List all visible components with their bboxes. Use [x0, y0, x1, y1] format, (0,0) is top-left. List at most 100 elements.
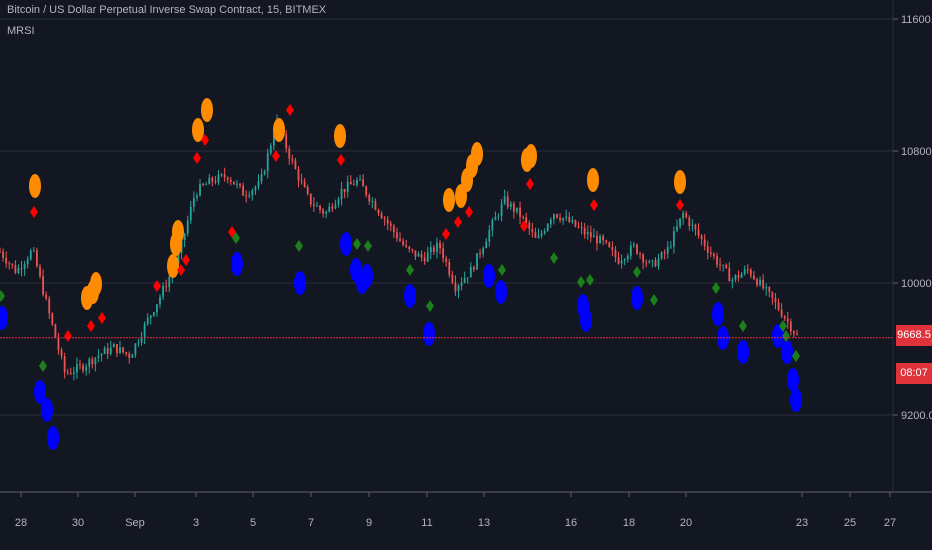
- candle-body: [76, 364, 78, 373]
- blue-circle-marker: [404, 284, 416, 308]
- candle-body: [669, 246, 672, 248]
- candle-body: [451, 274, 454, 283]
- candle-body: [722, 264, 725, 266]
- candle-body: [743, 269, 746, 274]
- orange-circle-marker: [192, 118, 204, 142]
- candle-body: [512, 203, 515, 212]
- candle-body: [500, 203, 503, 216]
- candle-body: [116, 344, 118, 354]
- chart-title: Bitcoin / US Dollar Perpetual Inverse Sw…: [7, 4, 327, 16]
- candle-body: [2, 251, 4, 258]
- candle-body: [534, 232, 537, 238]
- candle-body: [488, 230, 491, 242]
- time-tick-label: 20: [680, 517, 692, 529]
- red-diamond-marker: [286, 104, 294, 116]
- candle-body: [793, 331, 795, 334]
- candle-body: [673, 230, 675, 247]
- candle-body: [549, 219, 552, 225]
- candle-body: [645, 262, 648, 264]
- grid-lines: [0, 18, 893, 416]
- red-diamond-marker: [87, 320, 95, 332]
- candle-body: [57, 337, 60, 350]
- candle-body: [694, 224, 697, 230]
- candle-body: [620, 260, 623, 264]
- red-diamond-marker: [30, 206, 38, 218]
- candle-body: [676, 226, 678, 231]
- candle-body: [69, 373, 72, 375]
- candle-body: [8, 263, 11, 265]
- blue-circle-marker: [423, 322, 435, 346]
- candle-body: [642, 254, 645, 263]
- candle-body: [186, 220, 189, 234]
- candle-body: [300, 180, 303, 182]
- candle-body: [322, 209, 325, 214]
- green-diamond-marker: [232, 232, 240, 244]
- time-tick-label: 9: [366, 517, 372, 529]
- candle-body: [217, 174, 220, 183]
- orange-circle-marker: [273, 118, 285, 142]
- candle-body: [786, 318, 789, 322]
- candle-body: [189, 206, 192, 221]
- candle-body: [165, 286, 168, 288]
- candle-body: [713, 253, 715, 257]
- candle-body: [100, 353, 103, 356]
- candle-body: [783, 316, 786, 319]
- red-diamond-marker: [177, 264, 185, 276]
- candle-body: [14, 265, 17, 274]
- blue-circle-marker: [787, 368, 799, 392]
- candle-body: [229, 179, 232, 182]
- price-axis[interactable]: 11600.0 10800.0 10000.0 9200.0: [893, 14, 932, 422]
- candle-body: [371, 200, 374, 202]
- red-diamond-marker: [201, 134, 209, 146]
- candle-body: [346, 181, 349, 193]
- candle-body: [11, 263, 14, 266]
- candle-body: [337, 199, 340, 205]
- candle-body: [789, 321, 792, 332]
- red-diamond-marker: [337, 154, 345, 166]
- candle-body: [762, 279, 765, 289]
- candle-body: [506, 196, 509, 207]
- candle-body: [457, 285, 460, 292]
- countdown-label: 08:07: [896, 363, 932, 384]
- candle-body: [263, 171, 266, 175]
- candle-body: [0, 251, 1, 253]
- candle-body: [362, 179, 365, 187]
- candle-body: [556, 214, 558, 218]
- candle-body: [109, 347, 112, 354]
- time-axis[interactable]: 28 30 Sep 3 5 7 9 11 13 16 18 20 23 25 27: [15, 492, 896, 529]
- candle-body: [417, 253, 420, 257]
- blue-circle-marker: [483, 264, 495, 288]
- orange-circle-marker: [29, 174, 41, 198]
- candle-body: [374, 200, 377, 210]
- candle-body: [103, 348, 106, 354]
- red-diamond-marker: [454, 216, 462, 228]
- candle-body: [737, 275, 740, 278]
- candle-body: [408, 246, 411, 250]
- candle-body: [51, 313, 54, 325]
- candle-body: [700, 235, 703, 240]
- signal-markers: [0, 98, 802, 450]
- blue-circle-marker: [781, 340, 793, 364]
- time-tick-label: 5: [250, 517, 256, 529]
- indicator-label[interactable]: MRSI: [7, 25, 35, 37]
- candle-body: [599, 236, 601, 244]
- candle-body: [509, 203, 512, 207]
- candle-body: [679, 218, 681, 227]
- time-tick-label: 18: [623, 517, 635, 529]
- candle-body: [20, 267, 23, 269]
- candle-body: [759, 279, 761, 286]
- green-diamond-marker: [586, 274, 594, 286]
- orange-circle-marker: [674, 170, 686, 194]
- orange-circle-marker: [172, 220, 184, 244]
- candle-body: [248, 195, 251, 197]
- candle-body: [226, 177, 229, 180]
- red-diamond-marker: [442, 228, 450, 240]
- blue-circle-marker: [231, 252, 243, 276]
- candle-body: [303, 181, 306, 188]
- green-diamond-marker: [39, 360, 47, 372]
- candle-body: [66, 372, 69, 374]
- green-diamond-marker: [779, 320, 787, 332]
- candle-body: [168, 276, 171, 288]
- candle-body: [633, 244, 635, 246]
